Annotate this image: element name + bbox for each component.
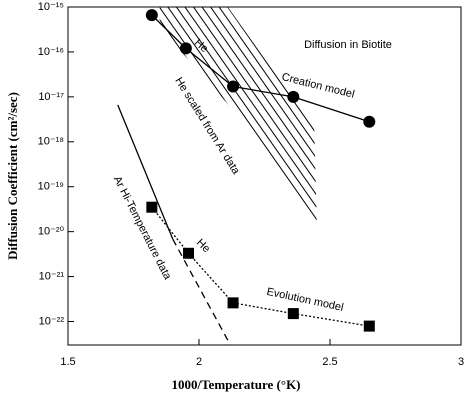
series-line [151, 206, 190, 254]
y-tick-label: 10⁻¹⁵ [38, 1, 64, 13]
series-line [117, 104, 174, 240]
series-line [185, 47, 234, 88]
point [363, 320, 375, 332]
series-line [293, 312, 370, 327]
series-label: Ar Hi-Temperature data [111, 174, 174, 282]
series-line [293, 96, 370, 123]
x-tick-label: 2 [196, 356, 202, 368]
annotation: Diffusion in Biotite [304, 39, 392, 51]
point [227, 80, 240, 93]
point [145, 9, 158, 22]
point [179, 42, 192, 55]
shaded-region [159, 7, 317, 227]
x-axis-title: 1000/Temperature (°K) [171, 377, 300, 392]
series-label: Evolution model [265, 286, 344, 314]
point [287, 90, 300, 103]
series-line [151, 14, 187, 49]
y-tick-label: 10⁻²¹ [39, 270, 65, 282]
series-line [172, 238, 232, 346]
series-line [232, 302, 294, 315]
y-tick-label: 10⁻²² [39, 315, 65, 327]
point [183, 247, 195, 259]
point [146, 201, 158, 213]
y-tick-label: 10⁻²⁰ [38, 226, 65, 238]
series-line [188, 252, 234, 304]
y-tick-label: 10⁻¹⁷ [38, 91, 64, 103]
point [363, 115, 376, 128]
plot-frame [67, 6, 462, 346]
y-tick-label: 10⁻¹⁹ [38, 181, 64, 193]
y-tick-label: 10⁻¹⁸ [38, 136, 64, 148]
x-tick-label: 1.5 [60, 356, 75, 368]
x-tick-label: 3 [458, 356, 464, 368]
series-line [232, 85, 294, 98]
annotation: He [194, 237, 212, 255]
point [287, 308, 299, 320]
point [227, 297, 239, 309]
y-axis-title: Diffusion Coefficient (cm²/sec) [5, 92, 20, 260]
y-tick-label: 10⁻¹⁶ [38, 46, 64, 58]
x-tick-label: 2.5 [322, 356, 337, 368]
